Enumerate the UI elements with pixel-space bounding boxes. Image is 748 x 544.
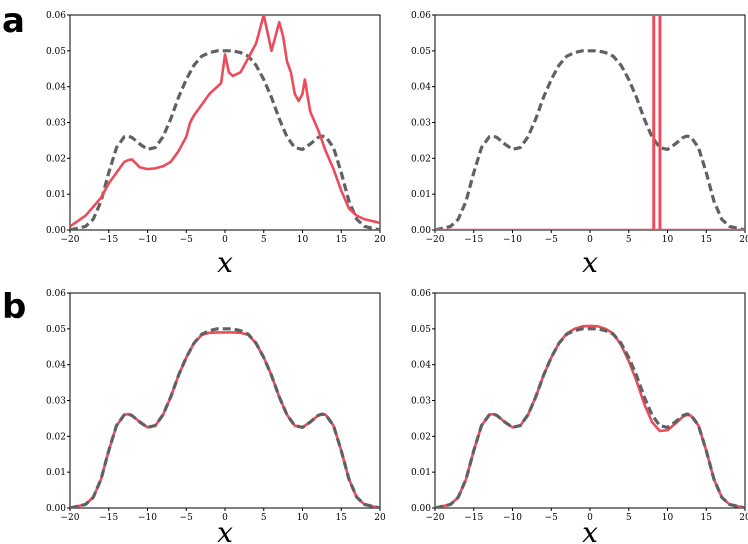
y-tick-label: 0.02 [411,154,431,164]
x-tick-label: 20 [739,235,748,245]
y-tick-label: 0.05 [46,325,66,335]
chart-b-right: −20 −15 −10 −5 0 5 10 15 20 0.00 0.01 0.02 0.03 0.04 0… [411,289,748,544]
x-tick-label: −5 [180,513,194,523]
panel-label-a: a [2,1,25,41]
chart-a-left: −20 −15 −10 −5 0 5 10 15 20 0.00 0.01 0.02 0.03 0.04 0… [46,11,386,279]
y-tick-label: 0.03 [411,119,431,129]
y-tick-label: 0.04 [46,361,66,371]
x-tick-label: 10 [297,513,309,523]
x-tick-label: −5 [180,235,194,245]
y-tick-label: 0.02 [411,432,431,442]
y-tick-label: 0.04 [46,83,66,93]
x-axis-label: x [217,246,233,279]
y-tick-label: 0.00 [46,504,66,514]
x-tick-label: 0 [587,235,593,245]
x-tick-label: −20 [426,235,445,245]
reference-series-line [70,327,380,508]
x-tick-label: −15 [99,513,118,523]
x-tick-label: 0 [587,513,593,523]
reference-series-line [435,327,745,508]
axes-frame [434,14,746,231]
y-tick-label: 0.00 [411,504,431,514]
x-axis-label: x [582,516,598,544]
x-tick-label: 10 [662,235,674,245]
x-tick-label: −5 [545,235,559,245]
x-tick-label: 0 [222,513,228,523]
estimate-series-line [435,324,745,508]
y-tick-label: 0.04 [411,83,431,93]
x-tick-label: 10 [662,513,674,523]
reference-series-line [70,49,380,230]
panel-label-b: b [2,287,26,327]
x-tick-label: −20 [426,513,445,523]
y-tick-label: 0.06 [46,289,66,299]
y-tick-label: 0.00 [46,226,66,236]
y-tick-label: 0.03 [46,397,66,407]
y-tick-label: 0.01 [46,468,66,478]
y-tick-label: 0.06 [411,11,431,21]
x-tick-label: −10 [138,513,157,523]
x-tick-label: −10 [138,235,157,245]
x-tick-label: −15 [464,513,483,523]
x-tick-label: −15 [464,235,483,245]
chart-b-left: −20 −15 −10 −5 0 5 10 15 20 0.00 0.01 0.02 0.03 0.04 0… [46,289,386,544]
x-tick-label: 0 [222,235,228,245]
estimate-series-line [70,331,380,508]
x-tick-label: 15 [336,235,348,245]
x-tick-label: 5 [626,235,632,245]
x-tick-label: 15 [336,513,348,523]
estimate-series-line [435,15,745,230]
x-tick-label: −5 [545,513,559,523]
axes-frame [69,14,381,231]
reference-series-line [435,49,745,230]
x-tick-label: −20 [61,235,80,245]
x-axis-label: x [582,246,598,279]
y-tick-label: 0.03 [46,119,66,129]
x-axis-label: x [217,516,233,544]
x-tick-label: 5 [626,513,632,523]
x-tick-label: 10 [297,235,309,245]
x-tick-label: 15 [701,235,713,245]
x-tick-label: 5 [261,235,267,245]
y-tick-label: 0.02 [46,432,66,442]
x-tick-label: −20 [61,513,80,523]
x-tick-label: 20 [374,513,386,523]
y-tick-label: 0.05 [411,325,431,335]
y-tick-label: 0.01 [46,190,66,200]
y-tick-label: 0.00 [411,226,431,236]
y-tick-label: 0.06 [411,289,431,299]
x-tick-label: 20 [739,513,748,523]
y-tick-label: 0.03 [411,397,431,407]
x-tick-label: −15 [99,235,118,245]
y-tick-label: 0.05 [46,47,66,57]
x-tick-label: −10 [503,513,522,523]
y-tick-label: 0.06 [46,11,66,21]
x-tick-label: −10 [503,235,522,245]
x-tick-label: 15 [701,513,713,523]
y-tick-label: 0.02 [46,154,66,164]
y-tick-label: 0.01 [411,468,431,478]
y-tick-label: 0.05 [411,47,431,57]
estimate-series-line [70,15,380,228]
x-tick-label: 5 [261,513,267,523]
axes-frame [69,292,381,509]
y-tick-label: 0.01 [411,190,431,200]
y-tick-label: 0.04 [411,361,431,371]
chart-a-right: −20 −15 −10 −5 0 5 10 15 20 0.00 0.01 0.02 0.03 0.04 0… [411,11,748,279]
x-tick-label: 20 [374,235,386,245]
